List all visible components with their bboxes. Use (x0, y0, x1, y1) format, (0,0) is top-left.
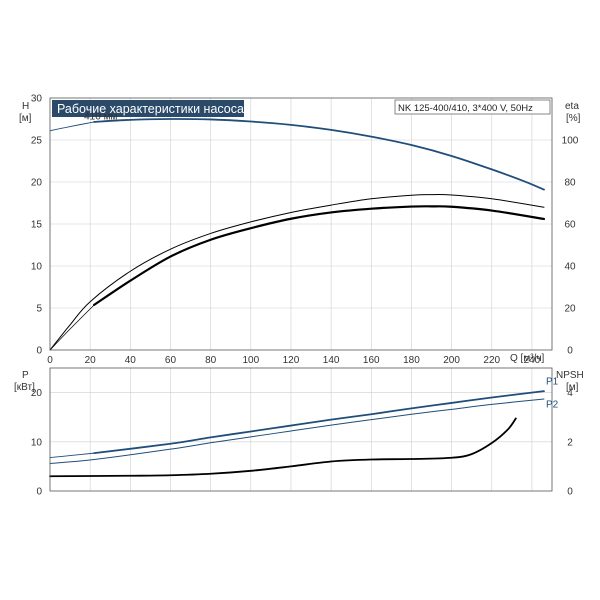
impeller-diameter-label: 410 мм (84, 112, 117, 123)
bottom-left-axis-unit: [кВт] (14, 382, 35, 393)
top-left-tick-label: 20 (31, 178, 43, 189)
top-left-tick-label: 5 (36, 304, 42, 315)
bottom-left-tick-label: 10 (31, 437, 43, 448)
top-right-axis-label: eta (565, 101, 579, 112)
top-left-tick-label: 15 (31, 220, 43, 231)
top-right-tick-label: 100 (562, 136, 579, 147)
top-right-tick-label: 40 (564, 262, 576, 273)
top-series-line-3 (93, 205, 546, 306)
top-right-tick-label: 60 (564, 220, 576, 231)
top-chart-curves (49, 118, 546, 351)
bottom-right-tick-label: 4 (567, 388, 573, 399)
x-tick-label: 160 (363, 355, 380, 366)
x-tick-label: 40 (125, 355, 137, 366)
bottom-series-line-2 (49, 398, 545, 464)
info-box (394, 99, 551, 115)
top-left-tick-label: 10 (31, 262, 43, 273)
series-label-p1: P1 (546, 377, 559, 388)
chart-title: Рабочие характеристики насоса (57, 102, 244, 116)
bottom-right-tick-label: 2 (567, 437, 573, 448)
x-axis-label: Q [м³/ч] (510, 353, 545, 364)
bottom-right-tick-label: 0 (567, 487, 573, 498)
x-tick-label: 180 (403, 355, 420, 366)
top-right-tick-label: 0 (567, 346, 573, 357)
bottom-chart-curves (49, 390, 545, 478)
x-tick-label: 220 (483, 355, 500, 366)
bottom-chart-frame (49, 367, 553, 492)
series-label-p2: P2 (546, 399, 559, 410)
top-series-line-0 (93, 118, 545, 191)
annotations: 410 мм P1 P2 (84, 112, 559, 411)
bottom-chart-grid (50, 368, 552, 491)
x-tick-label: 20 (85, 355, 97, 366)
top-left-axis-unit: [м] (19, 113, 32, 124)
bottom-series-line-1 (49, 452, 95, 458)
bottom-right-axis-unit: [м] (566, 382, 579, 393)
top-left-tick-label: 0 (36, 346, 42, 357)
top-chart-grid (50, 98, 552, 350)
top-series-line-1 (49, 121, 95, 132)
top-series-line-4 (49, 304, 95, 351)
x-tick-label: 0 (47, 355, 53, 366)
pump-info: NK 125-400/410, 3*400 V, 50Hz (398, 103, 533, 114)
top-series-line-2 (49, 194, 545, 351)
x-tick-label: 240 (524, 355, 541, 366)
top-right-tick-label: 20 (564, 304, 576, 315)
top-left-axis-label: H (22, 101, 29, 112)
title-box (52, 100, 244, 117)
x-tick-label: 60 (165, 355, 177, 366)
bottom-right-axis-label: NPSH (556, 370, 584, 381)
top-left-tick-label: 25 (31, 136, 43, 147)
top-right-axis-unit: [%] (566, 113, 581, 124)
x-tick-label: 80 (205, 355, 217, 366)
x-tick-label: 120 (283, 355, 300, 366)
bottom-left-tick-label: 0 (36, 487, 42, 498)
x-tick-label: 100 (242, 355, 259, 366)
top-chart-frame (49, 97, 553, 351)
bottom-left-tick-label: 20 (31, 388, 43, 399)
tick-labels: 0 20 40 60 80 100 120 140 160 180 200 220 2400510152… (31, 94, 579, 498)
bottom-series-line-0 (93, 390, 545, 455)
top-left-tick-label: 30 (31, 94, 43, 105)
x-tick-label: 200 (443, 355, 460, 366)
x-tick-label: 140 (323, 355, 340, 366)
bottom-series-line-3 (49, 417, 517, 478)
top-right-tick-label: 80 (564, 178, 576, 189)
bottom-left-axis-label: P (22, 370, 29, 381)
